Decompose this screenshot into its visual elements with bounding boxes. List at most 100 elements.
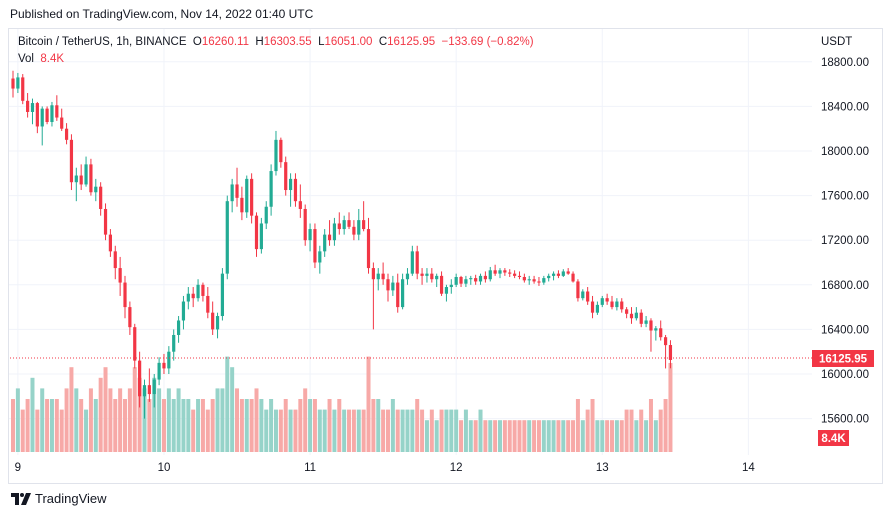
volume-bar <box>478 409 483 452</box>
candle-body <box>498 270 502 274</box>
currency-label: USDT <box>821 36 852 48</box>
candle-body <box>454 276 458 285</box>
published-caption: Published on TradingView.com, Nov 14, 20… <box>10 7 314 21</box>
volume-bar <box>152 377 157 452</box>
volume-bar <box>590 399 595 452</box>
volume-bar <box>142 388 147 452</box>
candle-body <box>167 351 171 369</box>
volume-bar <box>468 420 473 452</box>
volume-bar <box>118 388 123 452</box>
candle-body <box>128 307 132 328</box>
volume-bar <box>541 420 546 452</box>
volume-value: 8.4K <box>40 53 65 65</box>
volume-bar <box>230 367 235 452</box>
volume-bar <box>322 409 327 452</box>
candle-body <box>629 313 634 319</box>
candle-body <box>449 284 453 288</box>
volume-bar <box>639 409 644 452</box>
candle-body <box>269 171 273 207</box>
volume-bar <box>54 399 59 452</box>
volume-bar <box>624 409 629 452</box>
candle-body <box>64 128 69 140</box>
candle-body <box>474 278 478 282</box>
candle-body <box>532 279 536 282</box>
time-tick-label: 11 <box>304 462 316 474</box>
volume-bar <box>157 388 162 452</box>
price-tick-label: 15600.00 <box>821 414 869 426</box>
volume-bar <box>249 399 254 452</box>
low-value: 16051.00 <box>324 36 373 48</box>
high-label: H <box>255 36 264 48</box>
volume-bar <box>463 409 468 452</box>
volume-bar <box>269 399 274 452</box>
volume-bar <box>278 409 283 452</box>
volume-bar <box>527 420 532 452</box>
volume-bar <box>493 420 498 452</box>
open-label: O <box>192 36 202 48</box>
volume-bar <box>137 377 142 452</box>
volume-bar <box>220 388 225 452</box>
volume-bar <box>629 409 634 452</box>
low-label: L <box>318 36 325 48</box>
candle-body <box>352 226 356 235</box>
candle-body <box>123 282 127 308</box>
time-tick-label: 13 <box>596 462 609 474</box>
candle-body <box>337 223 341 230</box>
volume-bar <box>64 388 69 452</box>
price-tick-label: 17600.00 <box>821 191 869 203</box>
candle-body <box>274 139 278 172</box>
candle-body <box>425 273 429 276</box>
candle-body <box>639 312 643 324</box>
candle-body <box>522 276 526 281</box>
volume-bar <box>98 377 103 452</box>
candle-body <box>99 186 103 209</box>
volume-bar <box>84 409 89 452</box>
volume-bar <box>376 399 381 452</box>
candle-body <box>459 276 463 284</box>
volume-bar <box>147 399 152 452</box>
candle-body <box>186 293 190 302</box>
volume-bar <box>161 399 166 452</box>
candle-body <box>659 328 663 338</box>
volume-bar <box>235 388 240 452</box>
volume-bar <box>171 399 176 452</box>
volume-bar <box>79 399 84 452</box>
tradingview-brand[interactable]: TradingView <box>11 491 107 506</box>
volume-bar <box>575 399 580 452</box>
time-tick-label: 14 <box>742 462 755 474</box>
volume-bar <box>532 420 537 452</box>
volume-bar <box>215 388 220 452</box>
volume-bar <box>273 409 278 452</box>
candle-body <box>342 220 346 230</box>
volume-bar <box>571 420 576 452</box>
volume-bar <box>473 420 478 452</box>
volume-bar <box>420 409 425 452</box>
candle-body <box>245 178 249 213</box>
volume-bar <box>127 388 132 452</box>
candle-body <box>45 108 49 123</box>
candle-body <box>230 184 234 202</box>
price-tick-label: 16000.00 <box>821 369 869 381</box>
candle-body <box>74 175 78 183</box>
volume-bar <box>561 420 566 452</box>
volume-bar <box>342 409 347 452</box>
volume-bar <box>556 420 561 452</box>
candle-body <box>225 201 229 274</box>
candle-body <box>323 234 327 252</box>
candle-body <box>663 337 668 346</box>
volume-bar <box>303 388 308 452</box>
candle-body <box>625 309 629 314</box>
volume-bar <box>566 420 571 452</box>
candle-body <box>493 270 497 274</box>
volume-bar <box>196 399 201 452</box>
candle-body <box>469 278 473 280</box>
volume-bar <box>585 409 590 452</box>
brand-name: TradingView <box>35 491 107 506</box>
last-volume-badge-text: 8.4K <box>821 433 846 445</box>
candle-body <box>240 197 244 213</box>
volume-bar <box>536 420 541 452</box>
candle-body <box>654 328 658 331</box>
candle-body <box>284 162 288 191</box>
volume-bar <box>483 420 488 452</box>
